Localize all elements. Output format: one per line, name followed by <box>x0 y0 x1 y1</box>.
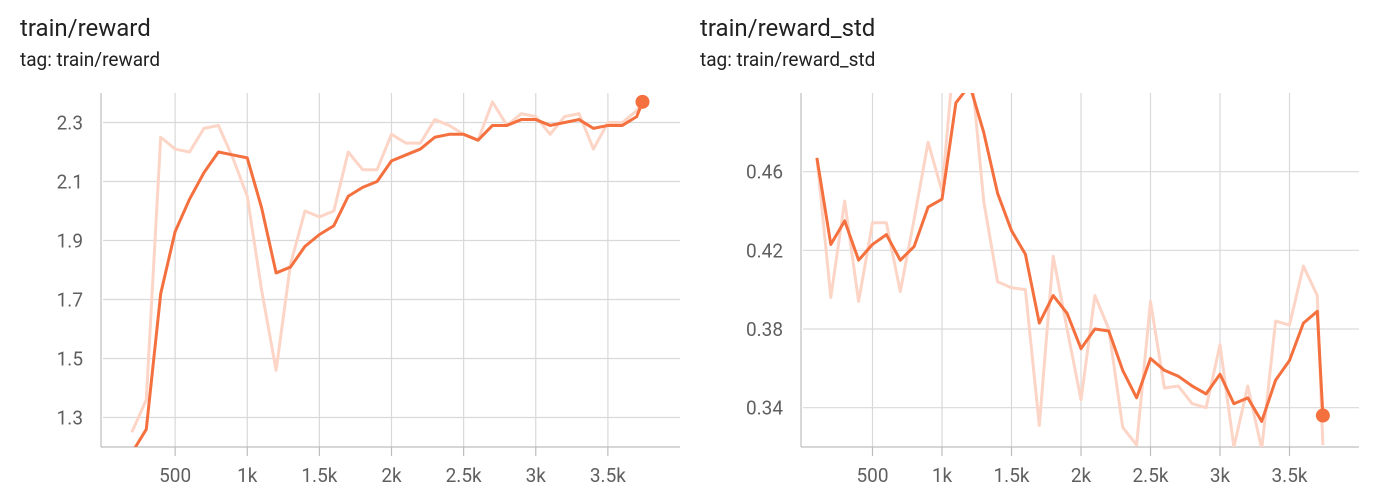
end-marker <box>635 94 650 109</box>
y-tick-label: 1.3 <box>57 407 83 430</box>
chart: train/reward_std tag: train/reward_std 0.3… <box>700 14 1359 487</box>
series-line <box>815 93 1325 423</box>
x-tick-label: 1k <box>237 464 258 487</box>
y-tick-label: 0.38 <box>746 318 783 341</box>
y-tick-label: 2.1 <box>57 171 83 194</box>
y-tick-label: 2.3 <box>57 112 83 135</box>
plot-area <box>815 93 1325 447</box>
x-tick-label: 1.5k <box>301 464 337 487</box>
x-tick-label: 2.5k <box>446 464 482 487</box>
y-tick-label: 1.7 <box>57 289 83 312</box>
x-tick-label: 3k <box>1210 464 1231 487</box>
x-tick-label: 1k <box>932 464 953 487</box>
x-tick-label: 500 <box>856 464 888 487</box>
y-tick-label: 0.46 <box>746 161 783 184</box>
x-tick-label: 500 <box>159 464 191 487</box>
chart-title: train/reward <box>20 14 151 42</box>
y-tick-label: 1.5 <box>57 348 83 371</box>
x-tick-label: 1.5k <box>994 464 1030 487</box>
y-tick-label: 0.34 <box>746 397 783 420</box>
x-tick-label: 3k <box>526 464 547 487</box>
y-tick-label: 0.42 <box>746 239 783 262</box>
y-tick-label: 1.9 <box>57 230 83 253</box>
x-tick-label: 2k <box>381 464 402 487</box>
chart-title: train/reward_std <box>700 14 875 42</box>
series-line <box>130 100 644 433</box>
series-line <box>133 101 644 447</box>
series-line <box>815 93 1325 447</box>
chart-subtitle: tag: train/reward_std <box>700 48 875 71</box>
x-tick-label: 3.5k <box>590 464 626 487</box>
x-tick-label: 2.5k <box>1133 464 1169 487</box>
chart: train/reward tag: train/reward 1.3 1.5 1.7 1.… <box>20 14 680 487</box>
end-marker <box>1315 408 1330 423</box>
plot-area <box>130 100 644 447</box>
chart-subtitle: tag: train/reward <box>20 48 160 71</box>
x-tick-label: 2k <box>1071 464 1092 487</box>
x-tick-label: 3.5k <box>1272 464 1308 487</box>
